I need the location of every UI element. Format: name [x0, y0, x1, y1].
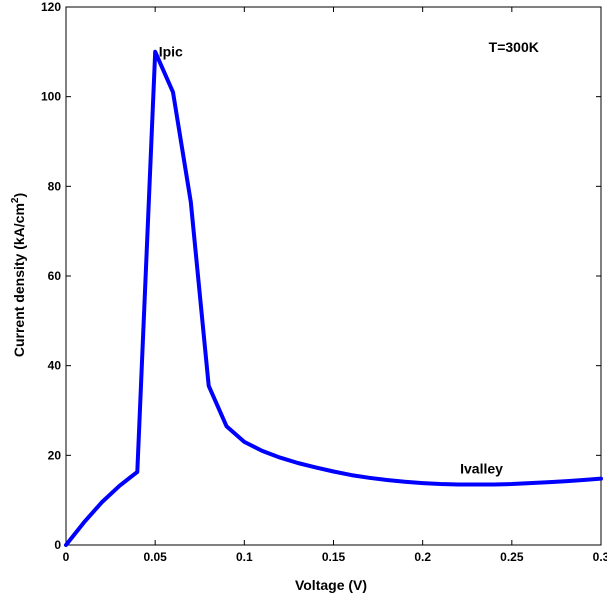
annotation-ivalley: Ivalley	[460, 460, 503, 476]
annotation-t-300k: T=300K	[489, 39, 539, 55]
y-tick-label: 100	[41, 90, 61, 104]
y-axis-title-close: )	[11, 193, 27, 198]
y-axis-title-main: Current density (kA/cm	[11, 203, 27, 357]
x-tick-label: 0	[63, 550, 70, 564]
series-line	[64, 49, 603, 547]
x-tick-label: 0.1	[236, 550, 253, 564]
y-tick-label: 40	[48, 359, 62, 373]
y-tick-label: 0	[54, 538, 61, 552]
y-tick-label: 60	[48, 269, 62, 283]
y-tick-label: 120	[41, 0, 61, 14]
x-tick-label: 0.3	[593, 550, 607, 564]
x-axis-title: Voltage (V)	[295, 577, 367, 593]
y-tick-label: 20	[48, 448, 62, 462]
annotation-ipic: Ipic	[159, 43, 183, 59]
plot-area: 0 0.05 0.1 0.15 0.2 0.25 0.3 0 20 40 60 80 100 120 Ipi…	[41, 0, 607, 564]
x-tick-label: 0.15	[322, 550, 346, 564]
y-axis-title: Current density (kA/cm2)	[10, 193, 27, 357]
x-tick-label: 0.25	[500, 550, 524, 564]
y-axis-title-superscript: 2	[10, 197, 21, 203]
x-tick-label: 0.2	[414, 550, 431, 564]
y-tick-label: 80	[48, 179, 62, 193]
x-tick-label: 0.05	[143, 550, 167, 564]
